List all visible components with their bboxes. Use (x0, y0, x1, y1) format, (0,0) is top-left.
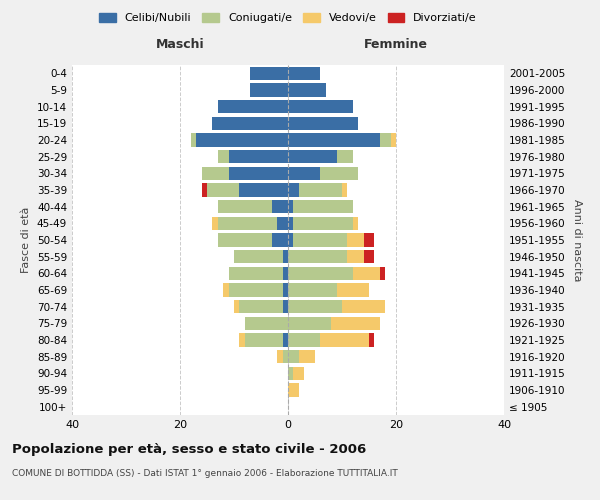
Bar (229, 266, 283, 280)
Bar (218, 200, 272, 213)
Bar (288, 334, 320, 346)
Bar (272, 200, 288, 213)
Bar (212, 116, 288, 130)
Bar (250, 84, 288, 96)
Bar (277, 350, 283, 364)
Text: Femmine: Femmine (364, 38, 428, 51)
Y-axis label: Anni di nascita: Anni di nascita (572, 198, 582, 281)
Bar (202, 184, 207, 196)
Bar (283, 300, 288, 314)
Bar (288, 150, 337, 164)
Bar (218, 150, 229, 164)
Bar (342, 184, 347, 196)
Bar (250, 66, 288, 80)
Bar (293, 366, 304, 380)
Bar (288, 166, 320, 180)
Bar (380, 134, 391, 146)
Bar (288, 350, 299, 364)
Bar (391, 134, 396, 146)
Bar (288, 366, 293, 380)
Bar (288, 116, 358, 130)
Text: Popolazione per età, sesso e stato civile - 2006: Popolazione per età, sesso e stato civil… (12, 442, 366, 456)
Bar (299, 350, 315, 364)
Bar (218, 100, 288, 114)
Bar (293, 216, 353, 230)
Bar (364, 234, 374, 246)
Bar (191, 134, 196, 146)
Bar (331, 316, 380, 330)
Bar (272, 234, 288, 246)
Bar (288, 134, 380, 146)
Bar (288, 384, 299, 396)
Bar (320, 334, 369, 346)
Legend: Celibi/Nubili, Coniugati/e, Vedovi/e, Divorziati/e: Celibi/Nubili, Coniugati/e, Vedovi/e, Di… (95, 8, 481, 28)
Bar (342, 300, 385, 314)
Bar (288, 200, 293, 213)
Bar (212, 216, 218, 230)
Bar (320, 166, 358, 180)
Bar (218, 216, 277, 230)
Bar (245, 334, 283, 346)
Bar (288, 284, 337, 296)
Bar (299, 184, 342, 196)
Bar (288, 266, 353, 280)
Text: COMUNE DI BOTTIDDA (SS) - Dati ISTAT 1° gennaio 2006 - Elaborazione TUTTITALIA.I: COMUNE DI BOTTIDDA (SS) - Dati ISTAT 1° … (12, 468, 398, 477)
Bar (288, 84, 326, 96)
Bar (234, 250, 283, 264)
Bar (202, 166, 229, 180)
Bar (293, 234, 347, 246)
Bar (293, 200, 353, 213)
Bar (223, 284, 229, 296)
Bar (283, 284, 288, 296)
Bar (353, 216, 358, 230)
Bar (218, 234, 272, 246)
Text: Maschi: Maschi (155, 38, 205, 51)
Bar (207, 184, 239, 196)
Bar (283, 250, 288, 264)
Bar (288, 66, 320, 80)
Bar (288, 100, 353, 114)
Bar (229, 150, 288, 164)
Bar (337, 284, 369, 296)
Bar (229, 284, 283, 296)
Bar (347, 250, 364, 264)
Bar (196, 134, 288, 146)
Bar (288, 250, 347, 264)
Bar (288, 184, 299, 196)
Bar (283, 334, 288, 346)
Bar (239, 300, 283, 314)
Bar (239, 184, 288, 196)
Bar (288, 316, 331, 330)
Bar (353, 266, 380, 280)
Bar (234, 300, 239, 314)
Bar (288, 234, 293, 246)
Bar (245, 316, 288, 330)
Bar (364, 250, 374, 264)
Bar (283, 350, 288, 364)
Y-axis label: Fasce di età: Fasce di età (22, 207, 31, 273)
Bar (369, 334, 374, 346)
Bar (337, 150, 353, 164)
Bar (239, 334, 245, 346)
Bar (229, 166, 288, 180)
Bar (288, 216, 293, 230)
Bar (288, 300, 342, 314)
Bar (277, 216, 288, 230)
Bar (380, 266, 385, 280)
Bar (347, 234, 364, 246)
Bar (283, 266, 288, 280)
